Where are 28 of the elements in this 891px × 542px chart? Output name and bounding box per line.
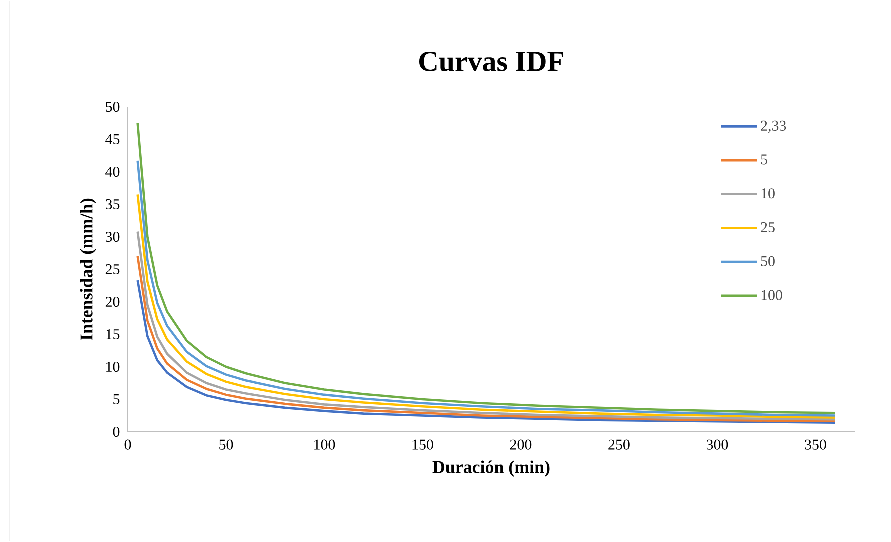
legend-label: 2,33 [761, 120, 786, 134]
y-tick-label: 20 [106, 296, 120, 308]
y-tick-label: 35 [106, 199, 120, 210]
y-axis-title: Intensidad (mm/h) [80, 198, 96, 340]
x-tick-label: 300 [706, 440, 728, 450]
y-tick-label: 10 [106, 362, 120, 372]
y-tick-label: 40 [106, 166, 120, 178]
x-tick-label: 200 [510, 440, 532, 450]
y-tick-label: 50 [106, 102, 120, 112]
chart-title: Curvas IDF [419, 52, 564, 72]
legend-label: 5 [761, 154, 768, 165]
x-tick-label: 150 [412, 440, 434, 450]
x-tick-label: 350 [805, 440, 826, 450]
legend-label: 100 [762, 290, 782, 300]
legend-label: 50 [761, 256, 775, 266]
x-tick-label: 250 [608, 440, 630, 450]
y-tick-label: 5 [114, 394, 120, 404]
x-tick-label: 50 [220, 440, 234, 450]
x-tick-label: 100 [314, 440, 336, 450]
x-tick-label: 0 [124, 440, 132, 450]
y-tick-label: 15 [106, 330, 120, 340]
y-tick-label: 30 [106, 232, 120, 242]
y-tick-label: 45 [106, 134, 120, 144]
legend-label: 25 [761, 222, 775, 233]
legend-label: 10 [762, 188, 775, 199]
x-axis-title: Duración (min) [432, 460, 550, 477]
y-tick-label: 0 [113, 426, 120, 438]
y-tick-label: 25 [106, 264, 120, 275]
